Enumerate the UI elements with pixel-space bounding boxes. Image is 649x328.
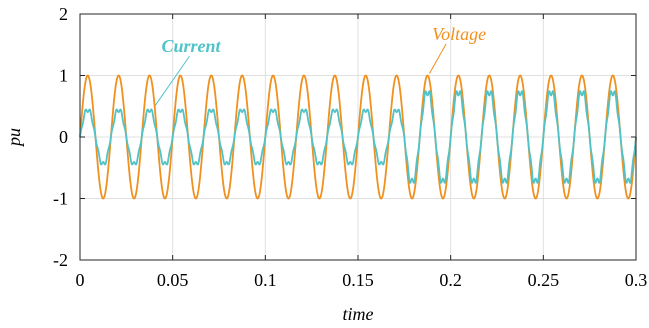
x-tick-label: 0.05 [157, 270, 189, 290]
y-tick-labels: -2 -1 0 1 2 [53, 4, 68, 270]
series-group [79, 74, 637, 200]
annotation-arrow-voltage [428, 43, 447, 74]
y-tick-label: 1 [59, 66, 68, 86]
x-tick-label: 0.3 [625, 270, 648, 290]
y-tick-label: -2 [53, 250, 68, 270]
annotation-current: Current [162, 36, 222, 56]
y-axis-label: pu [4, 128, 24, 148]
x-tick-label: 0 [76, 270, 85, 290]
annotations: Current Voltage [154, 24, 486, 106]
x-tick-label: 0.15 [342, 270, 374, 290]
y-tick-label: -1 [53, 189, 68, 209]
x-tick-label: 0.2 [439, 270, 462, 290]
x-tick-label: 0.1 [254, 270, 277, 290]
annotation-voltage: Voltage [432, 24, 486, 44]
series-line-current [79, 90, 637, 184]
tick-marks [79, 13, 637, 261]
annotation-arrow-current [154, 55, 190, 106]
x-tick-labels: 0 0.05 0.1 0.15 0.2 0.25 0.3 [76, 270, 648, 290]
x-axis-label: time [343, 304, 374, 324]
x-tick-label: 0.25 [528, 270, 560, 290]
y-tick-label: 2 [59, 4, 68, 24]
y-tick-label: 0 [59, 127, 68, 147]
